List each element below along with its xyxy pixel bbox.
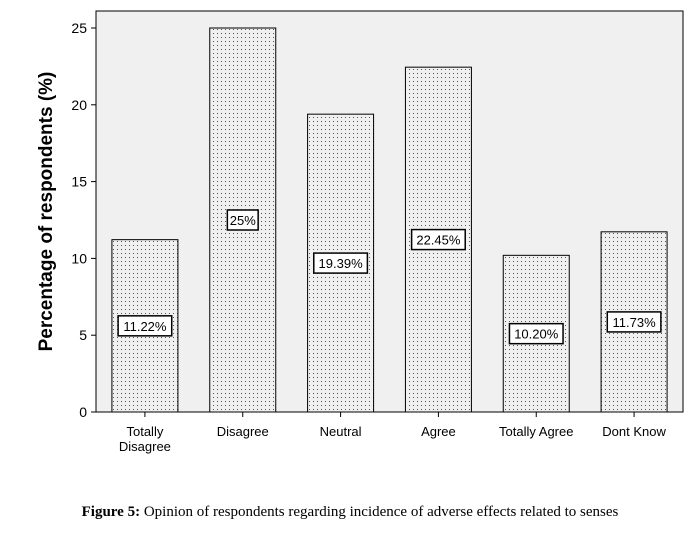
data-label-box	[313, 252, 369, 274]
y-tick-label: 15	[71, 174, 87, 190]
x-tick-label: Agree	[421, 424, 456, 439]
data-label-box	[410, 228, 466, 251]
data-label-box	[117, 315, 173, 337]
x-tick-label: Totally	[126, 424, 163, 439]
data-label: 22.45%	[416, 233, 461, 248]
y-tick-label: 0	[79, 404, 87, 420]
figure-caption: Figure 5: Opinion of respondents regardi…	[0, 504, 700, 521]
plot-area	[95, 10, 684, 413]
data-label: 25%	[230, 213, 256, 228]
data-label: 10.20%	[514, 327, 559, 342]
y-tick-label: 20	[71, 97, 87, 113]
bar-chart: 11.22% 25% 19.39% 22.45% 10.20% 11.73% Totall…	[36, 10, 684, 454]
data-label-box	[508, 322, 564, 345]
data-label-box	[226, 209, 259, 231]
y-tick-label: 25	[71, 20, 87, 36]
y-tick-label: 10	[71, 250, 87, 266]
y-tick-label: 5	[79, 327, 87, 343]
x-tick-label: Disagree	[119, 439, 171, 454]
caption-lead: Figure 5:	[81, 504, 141, 520]
data-label: 19.39%	[319, 256, 364, 271]
caption-text: Opinion of respondents regarding inciden…	[140, 504, 619, 520]
x-tick-label: Neutral	[320, 424, 362, 439]
data-label: 11.22%	[123, 319, 167, 334]
y-axis-label: Percentage of respondents (%)	[36, 72, 57, 352]
data-label: 11.73%	[613, 315, 657, 330]
data-label-box	[606, 311, 662, 333]
x-tick-label: Totally Agree	[499, 424, 573, 439]
x-tick-label: Dont Know	[602, 424, 666, 439]
x-tick-label: Disagree	[217, 424, 269, 439]
